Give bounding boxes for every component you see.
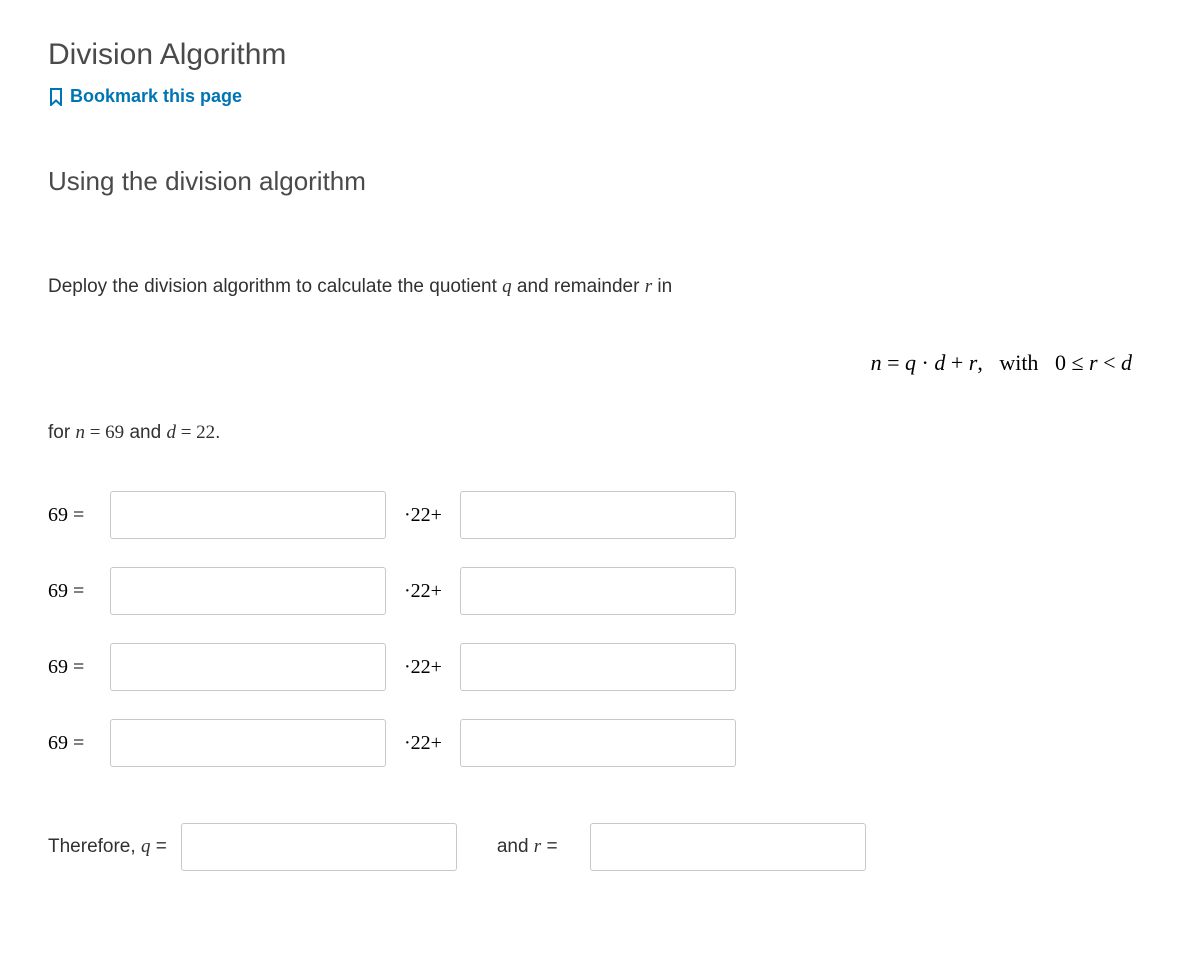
- equation-lhs: 69 =: [48, 728, 96, 758]
- quotient-input[interactable]: [110, 567, 386, 615]
- and-label: and r =: [471, 833, 576, 862]
- equation-lhs: 69 =: [48, 576, 96, 606]
- equation-row: 69 = ·22+: [48, 491, 1134, 539]
- intro-post: in: [652, 276, 672, 297]
- r-answer-input[interactable]: [590, 823, 866, 871]
- for-d: d: [166, 422, 176, 443]
- formula: n = q · d + r, with 0 ≤ r < d: [48, 346, 1134, 379]
- for-n: n: [75, 422, 85, 443]
- remainder-input[interactable]: [460, 719, 736, 767]
- and-text: and: [497, 836, 534, 857]
- q-answer-input[interactable]: [181, 823, 457, 871]
- therefore-label: Therefore, q =: [48, 833, 167, 862]
- quotient-input[interactable]: [110, 719, 386, 767]
- for-pre: for: [48, 422, 75, 443]
- equation-mid: ·22+: [400, 728, 446, 758]
- equation-mid: ·22+: [400, 576, 446, 606]
- section-heading: Using the division algorithm: [48, 162, 1134, 201]
- bookmark-link[interactable]: Bookmark this page: [48, 83, 242, 110]
- for-period: .: [215, 422, 220, 443]
- intro-mid: and remainder: [512, 276, 645, 297]
- for-nval: 69: [105, 422, 124, 443]
- for-and: and: [124, 422, 166, 443]
- equation-row: 69 = ·22+: [48, 643, 1134, 691]
- therefore-q: q: [141, 836, 151, 857]
- therefore-eq1: =: [150, 836, 166, 857]
- therefore-eq2: =: [541, 836, 557, 857]
- remainder-input[interactable]: [460, 643, 736, 691]
- quotient-input[interactable]: [110, 491, 386, 539]
- for-eq2: =: [176, 422, 196, 443]
- therefore-row: Therefore, q = and r =: [48, 823, 1134, 871]
- page-title: Division Algorithm: [48, 32, 1134, 77]
- q-var: q: [502, 276, 512, 297]
- problem-intro: Deploy the division algorithm to calcula…: [48, 273, 1134, 302]
- equation-row: 69 = ·22+: [48, 567, 1134, 615]
- equation-row: 69 = ·22+: [48, 719, 1134, 767]
- equation-mid: ·22+: [400, 652, 446, 682]
- equation-lhs: 69 =: [48, 652, 96, 682]
- equation-mid: ·22+: [400, 500, 446, 530]
- equation-lhs: 69 =: [48, 500, 96, 530]
- bookmark-label: Bookmark this page: [70, 83, 242, 110]
- therefore-pre: Therefore,: [48, 836, 141, 857]
- equation-rows: 69 = ·22+ 69 = ·22+ 69 = ·22+ 69 = ·22+: [48, 491, 1134, 767]
- remainder-input[interactable]: [460, 491, 736, 539]
- quotient-input[interactable]: [110, 643, 386, 691]
- for-line: for n = 69 and d = 22.: [48, 419, 1134, 448]
- intro-pre: Deploy the division algorithm to calcula…: [48, 276, 502, 297]
- remainder-input[interactable]: [460, 567, 736, 615]
- for-eq1: =: [85, 422, 105, 443]
- bookmark-icon: [48, 88, 64, 106]
- for-dval: 22: [196, 422, 215, 443]
